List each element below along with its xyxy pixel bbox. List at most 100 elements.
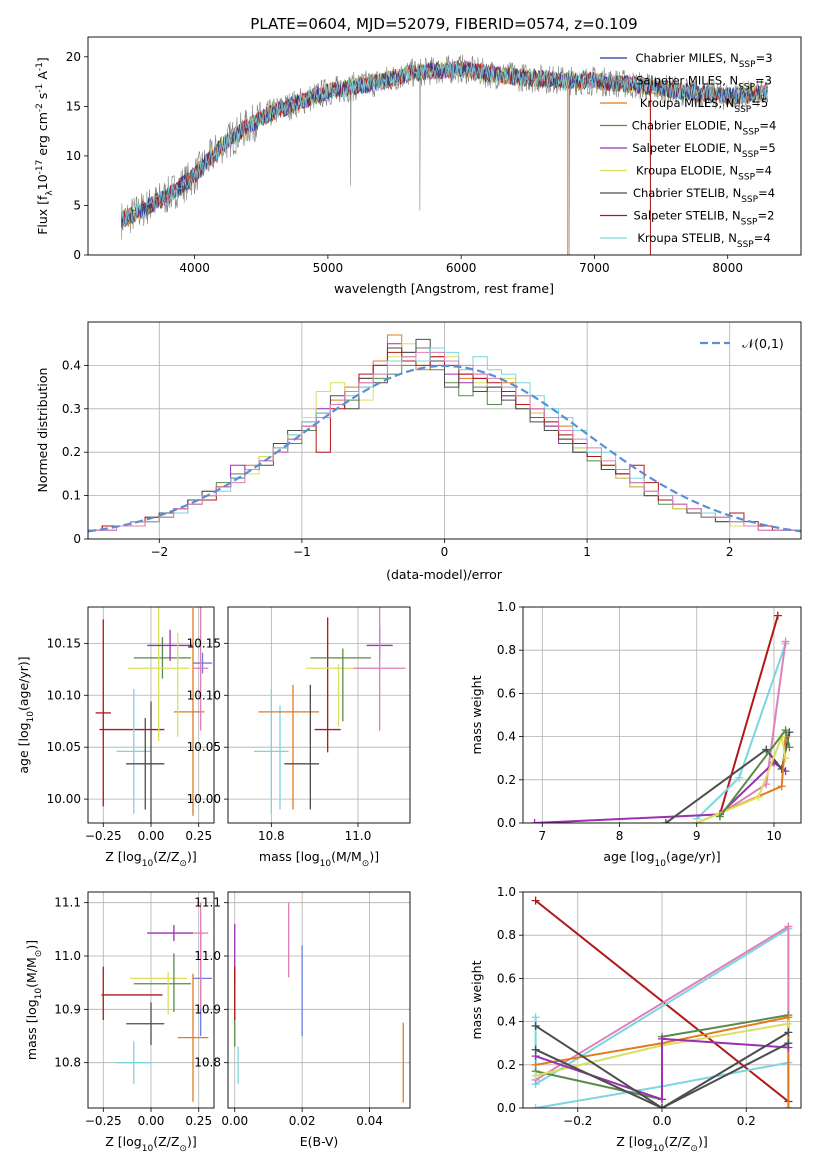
weight-point-marker: [531, 1021, 540, 1030]
weight-line-chabrier_stelib: [535, 1025, 789, 1108]
y-tick-label: 0.0: [497, 816, 516, 830]
label-run: Chabrier STELIB, N: [633, 186, 741, 200]
x-axis-label: Z [log10(Z/Z⊙)]: [105, 1134, 196, 1154]
label-run: Kroupa MILES, N: [640, 96, 735, 110]
label-script: SSP: [739, 60, 756, 70]
x-axis-label: Z [log10(Z/Z⊙)]: [616, 1134, 707, 1154]
plot-area: [523, 607, 801, 823]
y-tick-label: 0.6: [497, 686, 516, 700]
label-run: mass [log: [24, 999, 39, 1060]
weight-point-marker: [692, 819, 701, 823]
plot-area: [120, 54, 768, 255]
label-run: (Z/Z: [664, 1134, 690, 1149]
weight-point-marker: [762, 745, 771, 754]
plot-area: [228, 607, 410, 823]
x-axis-label: mass [log10(M/M⊙)]: [259, 849, 379, 869]
x-tick-label: 0.0: [652, 1114, 671, 1128]
y-axis-label: mass weight: [469, 675, 484, 754]
label-run: )]: [698, 1134, 708, 1149]
residuals-panel: −2 −1 0 1 2 0 0.1 0.2 0.3 0.4 𝒩(0,1) (data-model)/e…: [35, 321, 802, 582]
y-tick-label: 15: [66, 99, 81, 113]
axes-frame: [87, 321, 802, 540]
x-axis-label: wavelength [Angstrom, rest frame]: [334, 281, 554, 296]
label-run: Z [log: [616, 1134, 652, 1149]
label-run: age [log: [16, 722, 31, 773]
y-tick-label: 10.05: [187, 740, 221, 754]
weight-point-marker: [661, 819, 670, 823]
legend-label: Salpeter STELIB, NSSP=2: [634, 209, 775, 228]
y-axis-label: Normed distribution: [35, 368, 50, 493]
label-run: =5: [759, 141, 776, 155]
label-script: 10: [653, 1144, 665, 1154]
legend-label: Chabrier STELIB, NSSP=4: [633, 186, 775, 205]
label-run: =2: [757, 209, 774, 223]
label-script: ⊙: [34, 950, 44, 958]
label-script: λ: [45, 190, 55, 196]
x-tick-label: 0.25: [185, 1114, 212, 1128]
label-script: 10: [655, 859, 667, 869]
axes-frame: [87, 891, 215, 1109]
x-tick-label: 8: [616, 829, 624, 843]
label-run: Z [log: [105, 1134, 141, 1149]
x-tick-label: 0.00: [221, 1114, 248, 1128]
x-tick-label: 0.04: [356, 1114, 383, 1128]
weight-point-marker: [777, 782, 786, 791]
x-axis-label: Z [log10(Z/Z⊙)]: [105, 849, 196, 869]
x-tick-label: 11.0: [345, 829, 372, 843]
x-tick-label: 6000: [446, 261, 477, 275]
x-tick-label: 0: [441, 545, 449, 559]
mass_weight_vs_Z-panel: −0.2 0.0 0.2 0.0 0.2 0.4 0.6 0.8 1.0 Z [log10(Z/Z…: [469, 885, 802, 1154]
x-tick-label: −0.2: [563, 1114, 592, 1128]
label-run: erg cm: [35, 112, 50, 160]
weight-point-marker: [784, 1104, 793, 1108]
label-run: =4: [758, 186, 775, 200]
y-tick-label: 0.4: [497, 730, 516, 744]
label-run: (Z/Z: [153, 849, 179, 864]
weight-line-salpeter_stelib: [718, 615, 779, 815]
x-tick-label: −1: [293, 545, 311, 559]
axes-frame: [87, 606, 215, 824]
axes-frame: [522, 606, 802, 824]
label-script: ⊙: [179, 1144, 187, 1154]
legend-label: Kroupa STELIB, NSSP=4: [637, 231, 770, 250]
x-tick-label: −0.25: [85, 1114, 122, 1128]
y-tick-label: 11.1: [54, 896, 81, 910]
label-script: SSP: [737, 240, 754, 250]
x-tick-label: 7000: [579, 261, 610, 275]
x-tick-label: 0.00: [138, 829, 165, 843]
label-script: 10: [142, 1144, 154, 1154]
x-tick-label: 8000: [712, 261, 743, 275]
y-tick-label: 0.4: [497, 1015, 516, 1029]
label-script: ⊙: [179, 859, 187, 869]
weight-point-marker: [781, 726, 790, 735]
label-script: SSP: [738, 173, 755, 183]
y-tick-label: 10.00: [187, 792, 221, 806]
label-script: -1: [35, 62, 45, 71]
y-tick-label: 0: [73, 532, 81, 546]
y-tick-label: 10.15: [47, 636, 81, 650]
y-tick-label: 0.2: [62, 445, 81, 459]
weight-point-marker: [784, 1039, 793, 1048]
legend-label: Salpeter MILES, NSSP=3: [636, 74, 772, 93]
x-tick-label: 4000: [179, 261, 210, 275]
label-run: (M/M: [331, 849, 362, 864]
plot-area: [523, 892, 801, 1108]
legend-label: Kroupa MILES, NSSP=5: [640, 96, 768, 115]
label-run: age [log: [603, 849, 654, 864]
label-run: (Z/Z: [153, 1134, 179, 1149]
label-run: =5: [751, 96, 768, 110]
x-tick-label: 5000: [313, 261, 344, 275]
axes-frame: [522, 891, 802, 1109]
label-script: SSP: [741, 218, 758, 228]
plot-area: [228, 892, 410, 1108]
y-tick-label: 1.0: [497, 885, 516, 899]
label-run: 𝒩(0,1): [742, 336, 784, 351]
y-axis-label: age [log10(age/yr)]: [16, 656, 36, 773]
weight-point-marker: [784, 922, 793, 931]
label-script: 10: [320, 859, 332, 869]
label-run: E(B-V): [300, 1134, 339, 1149]
label-run: (age/yr)]: [666, 849, 721, 864]
x-tick-label: 7: [538, 829, 546, 843]
